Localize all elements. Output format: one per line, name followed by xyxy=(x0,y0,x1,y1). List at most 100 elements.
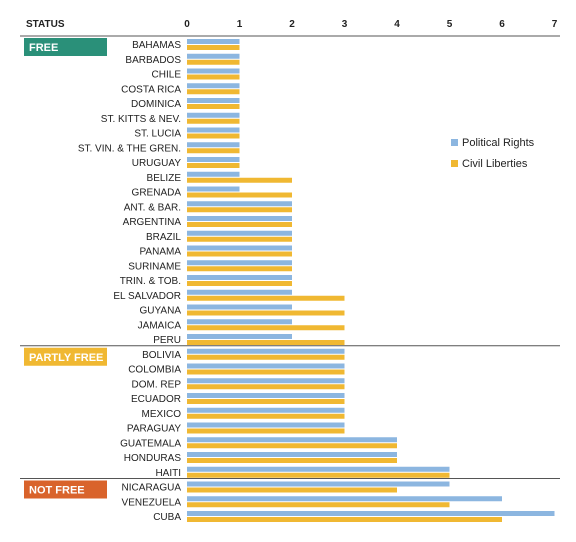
category-label: ANT. & BAR. xyxy=(124,202,181,213)
civil-liberties-bar xyxy=(187,177,292,183)
political-rights-bar xyxy=(187,83,240,89)
category-label: GRENADA xyxy=(132,188,182,199)
political-rights-bar xyxy=(187,466,450,472)
category-label: BELIZE xyxy=(147,173,182,184)
civil-liberties-bar xyxy=(187,340,345,345)
category-label: ARGENTINA xyxy=(123,217,182,228)
category-label: PERU xyxy=(153,335,181,346)
political-rights-bar xyxy=(187,230,292,236)
civil-liberties-bar xyxy=(187,104,240,109)
civil-liberties-bar xyxy=(187,399,345,404)
civil-liberties-bar xyxy=(187,207,292,213)
political-rights-bar xyxy=(187,260,292,266)
civil-liberties-bar xyxy=(187,487,397,493)
political-rights-bar xyxy=(187,334,292,339)
civil-liberties-bar xyxy=(187,369,345,375)
group-badge xyxy=(24,38,107,56)
civil-liberties-bar xyxy=(187,517,502,522)
category-label: HONDURAS xyxy=(124,453,182,464)
political-rights-bar xyxy=(187,53,240,59)
political-rights-bar xyxy=(187,289,292,295)
political-rights-bar xyxy=(187,142,240,148)
civil-liberties-bar xyxy=(187,502,450,508)
civil-liberties-bar xyxy=(187,192,292,198)
civil-liberties-bar xyxy=(187,443,397,449)
political-rights-bar xyxy=(187,481,450,487)
political-rights-bar xyxy=(187,216,292,221)
category-label: SURINAME xyxy=(128,261,181,272)
category-label: URUGUAY xyxy=(132,158,182,169)
category-label: DOMINICA xyxy=(131,99,181,110)
civil-liberties-bar xyxy=(187,45,240,50)
civil-liberties-bar xyxy=(187,472,450,478)
civil-liberties-bar xyxy=(187,266,292,272)
tick-label: 4 xyxy=(394,19,400,30)
category-label: GUATEMALA xyxy=(120,438,181,449)
category-label: TRIN. & TOB. xyxy=(120,276,181,287)
category-label: ST. KITTS & NEV. xyxy=(101,114,181,125)
legend-swatch xyxy=(451,139,458,146)
category-label: CUBA xyxy=(153,512,181,523)
civil-liberties-bar xyxy=(187,458,397,463)
political-rights-bar xyxy=(187,496,502,502)
group-dividers xyxy=(20,35,560,479)
group-label: NOT FREE xyxy=(29,485,85,497)
category-label: GUYANA xyxy=(140,306,182,317)
political-rights-bar xyxy=(187,437,397,443)
group-badge xyxy=(24,347,107,366)
category-label: EL SALVADOR xyxy=(113,291,181,302)
political-rights-bar xyxy=(187,348,345,354)
civil-liberties-bar xyxy=(187,118,240,124)
political-rights-bar xyxy=(187,171,240,177)
category-label: DOM. REP xyxy=(132,379,182,390)
political-rights-bar xyxy=(187,157,240,162)
political-rights-bar xyxy=(187,112,240,118)
category-label: ECUADOR xyxy=(131,394,181,405)
legend-label: Political Rights xyxy=(462,137,535,149)
category-label: COSTA RICA xyxy=(121,84,181,95)
category-label: BOLIVIA xyxy=(142,350,181,361)
political-rights-bar xyxy=(187,245,292,251)
tick-label: 6 xyxy=(499,19,505,30)
civil-liberties-bar xyxy=(187,384,345,390)
political-rights-bar xyxy=(187,378,345,384)
civil-liberties-bar xyxy=(187,251,292,257)
tick-label: 1 xyxy=(237,19,243,30)
civil-liberties-bar xyxy=(187,222,292,227)
civil-liberties-bar xyxy=(187,310,345,316)
political-rights-bar xyxy=(187,186,240,192)
civil-liberties-bar xyxy=(187,133,240,139)
political-rights-bar xyxy=(187,39,240,44)
political-rights-bar xyxy=(187,363,345,369)
political-rights-bar xyxy=(187,98,240,103)
category-label: COLOMBIA xyxy=(128,365,181,376)
political-rights-bar xyxy=(187,319,292,325)
category-label: JAMAICA xyxy=(138,320,182,331)
category-label: VENEZUELA xyxy=(122,497,182,508)
category-label: ST. VIN. & THE GREN. xyxy=(78,143,181,154)
category-labels: BAHAMAS BARBADOS CHILE COSTA RICA DOMINICA ST… xyxy=(78,40,182,523)
group-label: PARTLY FREE xyxy=(29,352,103,364)
legend: Political Rights Civil Liberties xyxy=(451,137,535,170)
civil-liberties-bar xyxy=(187,428,345,434)
legend-swatch xyxy=(451,160,458,167)
category-label: NICARAGUA xyxy=(122,483,182,494)
category-label: PANAMA xyxy=(140,247,182,258)
category-label: HAITI xyxy=(155,468,181,479)
tick-label: 7 xyxy=(552,19,558,30)
tick-label: 3 xyxy=(342,19,348,30)
status-groups: FREE PARTLY FREE NOT FREE xyxy=(24,38,107,499)
political-rights-bar xyxy=(187,511,555,516)
group-badge xyxy=(24,480,107,499)
legend-label: Civil Liberties xyxy=(462,158,528,170)
civil-liberties-bar xyxy=(187,59,240,65)
political-rights-bar xyxy=(187,201,292,207)
civil-liberties-bar xyxy=(187,354,345,360)
civil-liberties-bar xyxy=(187,148,240,154)
tick-label: 2 xyxy=(289,19,295,30)
category-label: MEXICO xyxy=(142,409,182,420)
political-rights-bar xyxy=(187,127,240,133)
political-rights-bar xyxy=(187,275,292,280)
tick-label: 0 xyxy=(184,19,190,30)
